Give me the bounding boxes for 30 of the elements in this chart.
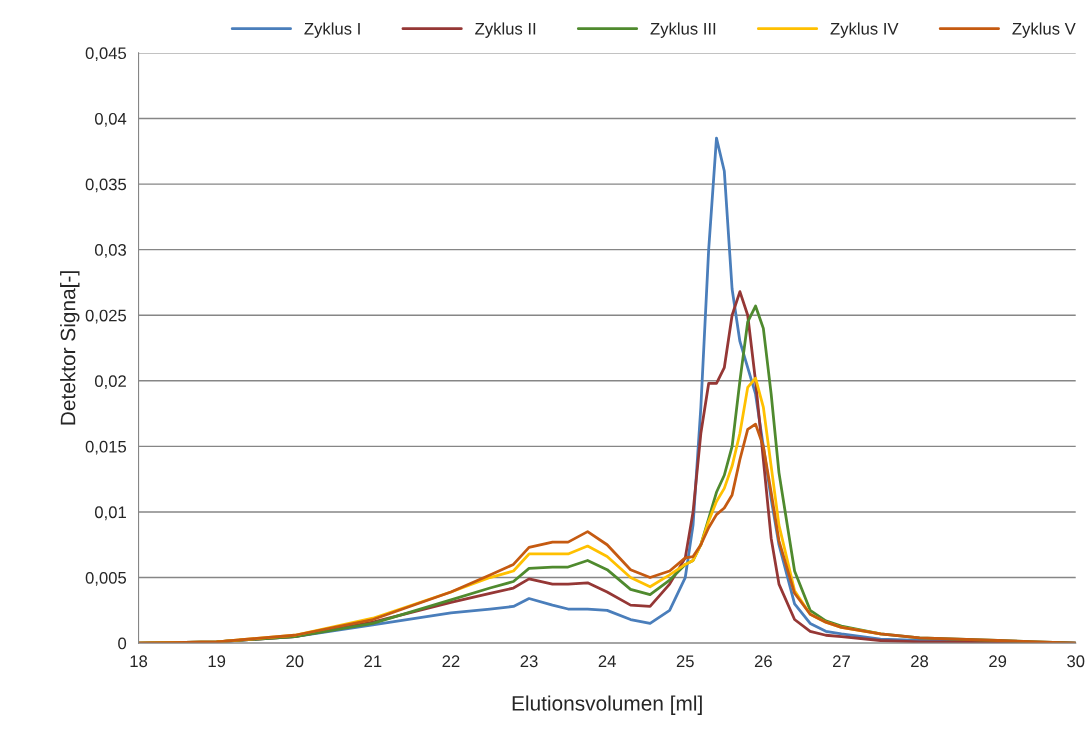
x-tick-label: 20: [286, 655, 304, 668]
y-tick-label: 0,03: [94, 244, 127, 258]
x-axis-title: Elutionsvolumen [ml]: [512, 695, 702, 715]
x-tick-label: 30: [1067, 655, 1085, 668]
y-tick-label: 0,02: [94, 375, 126, 389]
legend-label: Zyklus IV: [830, 22, 899, 38]
y-tick-label: 0,01: [94, 506, 126, 521]
y-tick-label: 0,04: [94, 112, 127, 127]
x-tick-label: 24: [598, 655, 616, 668]
legend-label: Zyklus I: [304, 22, 360, 38]
legend-label: Zyklus II: [475, 22, 536, 38]
y-tick-label: 0: [118, 637, 127, 650]
x-tick-label: 22: [442, 655, 460, 668]
legend-label: Zyklus III: [650, 22, 716, 38]
y-tick-label: 0,025: [85, 309, 127, 324]
y-axis-title: Detektor Signa[-]: [60, 271, 80, 425]
x-tick-label: 26: [754, 655, 772, 668]
x-tick-label: 29: [989, 655, 1007, 668]
y-tick-label: 0,005: [85, 571, 127, 586]
x-tick-label: 27: [833, 655, 850, 668]
x-tick-label: 18: [130, 655, 148, 668]
legend-label: Zyklus V: [1012, 22, 1076, 38]
x-tick-label: 19: [208, 655, 226, 668]
x-tick-label: 28: [911, 655, 929, 668]
y-tick-label: 0,035: [85, 178, 127, 193]
x-tick-label: 21: [364, 655, 382, 668]
y-tick-label: 0,015: [85, 440, 127, 455]
x-tick-label: 23: [520, 655, 538, 668]
y-tick-label: 0,045: [85, 47, 127, 62]
x-tick-label: 25: [676, 655, 694, 668]
